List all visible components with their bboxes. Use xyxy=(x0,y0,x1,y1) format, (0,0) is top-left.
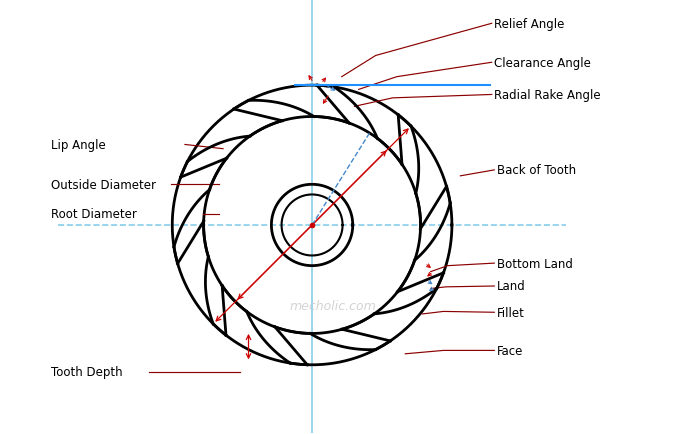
Text: Face: Face xyxy=(497,344,523,357)
Text: Outside Diameter: Outside Diameter xyxy=(51,178,156,191)
Text: Fillet: Fillet xyxy=(497,306,524,319)
Text: Radial Rake Angle: Radial Rake Angle xyxy=(494,89,601,102)
Text: Lip Angle: Lip Angle xyxy=(51,138,106,151)
Text: Land: Land xyxy=(497,280,526,293)
Text: Relief Angle: Relief Angle xyxy=(494,18,565,31)
Text: Bottom Land: Bottom Land xyxy=(497,257,572,270)
Text: mecholic.com: mecholic.com xyxy=(290,299,377,312)
Text: Clearance Angle: Clearance Angle xyxy=(494,56,591,69)
Text: Back of Tooth: Back of Tooth xyxy=(497,164,576,177)
Text: Root Diameter: Root Diameter xyxy=(51,208,137,221)
Text: Tooth Depth: Tooth Depth xyxy=(51,365,123,378)
